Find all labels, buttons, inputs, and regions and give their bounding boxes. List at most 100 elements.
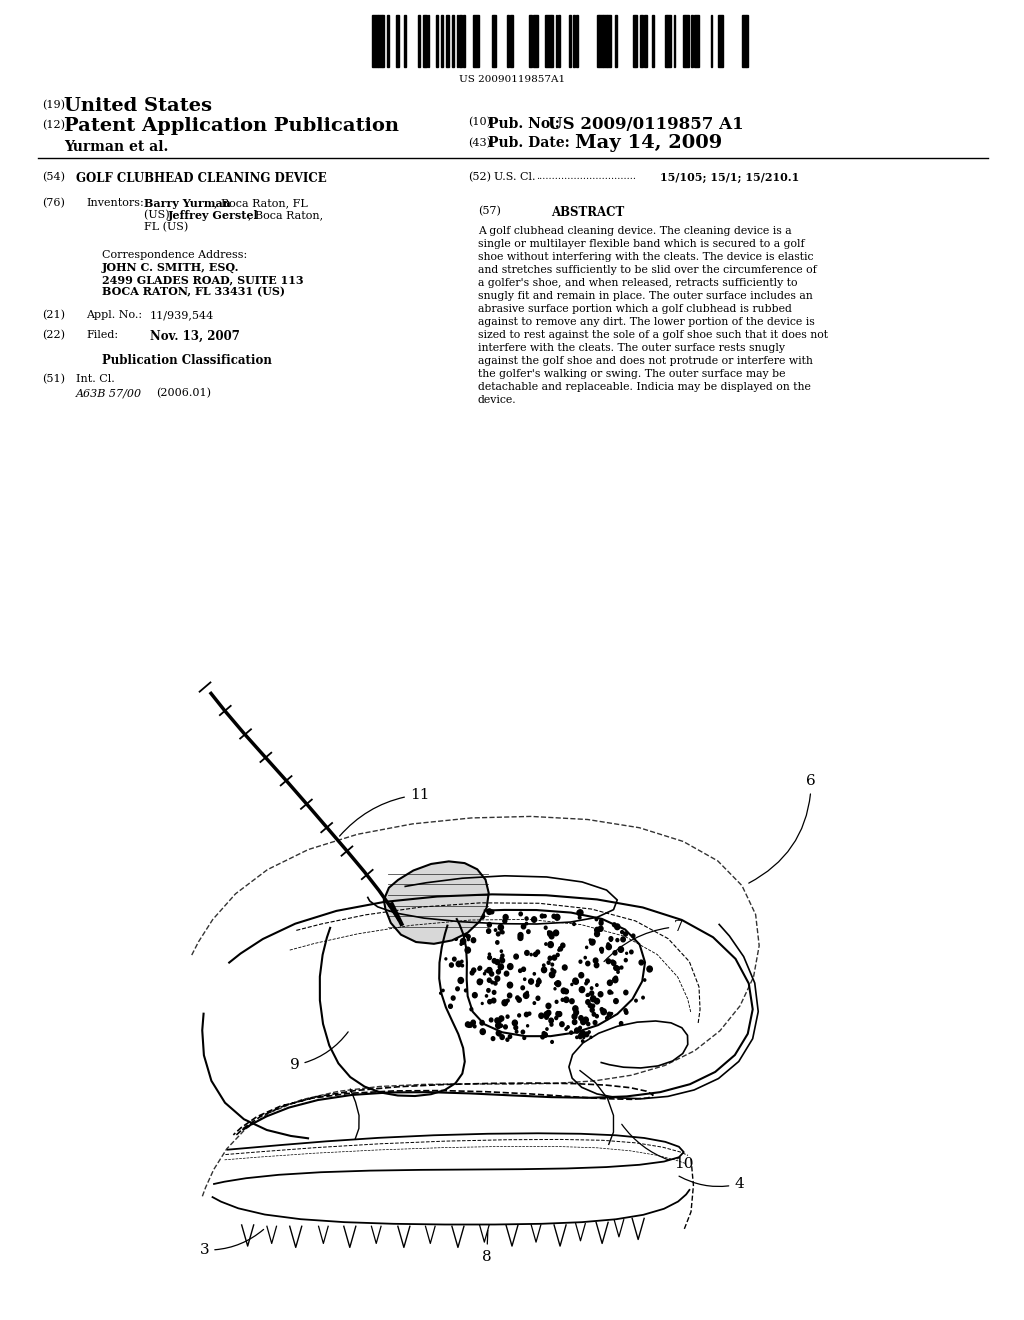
Circle shape xyxy=(496,941,499,944)
Circle shape xyxy=(528,1012,530,1015)
Circle shape xyxy=(487,956,492,960)
Text: shoe without interfering with the cleats. The device is elastic: shoe without interfering with the cleats… xyxy=(478,252,813,261)
Circle shape xyxy=(477,979,482,985)
Circle shape xyxy=(518,1014,520,1016)
Circle shape xyxy=(499,1019,502,1023)
Circle shape xyxy=(587,994,590,997)
Circle shape xyxy=(554,987,556,990)
Circle shape xyxy=(519,912,522,916)
Circle shape xyxy=(524,950,529,956)
Circle shape xyxy=(526,929,530,933)
Circle shape xyxy=(561,998,564,1002)
Bar xyxy=(395,15,399,67)
Circle shape xyxy=(595,1015,598,1018)
Circle shape xyxy=(600,1007,603,1011)
Text: Yurman et al.: Yurman et al. xyxy=(63,140,168,154)
Circle shape xyxy=(630,950,633,954)
Bar xyxy=(665,15,667,67)
Text: and stretches sufficiently to be slid over the circumference of: and stretches sufficiently to be slid ov… xyxy=(478,265,817,275)
Circle shape xyxy=(572,1014,577,1019)
Circle shape xyxy=(557,1011,562,1016)
Circle shape xyxy=(470,970,474,975)
Circle shape xyxy=(611,960,614,964)
Text: snugly fit and remain in place. The outer surface includes an: snugly fit and remain in place. The oute… xyxy=(478,290,813,301)
Bar xyxy=(403,15,406,67)
Bar xyxy=(599,15,603,67)
Circle shape xyxy=(613,950,616,956)
Circle shape xyxy=(555,915,560,920)
Text: US 2009/0119857 A1: US 2009/0119857 A1 xyxy=(548,116,743,133)
Circle shape xyxy=(573,1010,579,1015)
Circle shape xyxy=(518,932,523,939)
Circle shape xyxy=(625,1011,628,1014)
Circle shape xyxy=(457,961,461,966)
Circle shape xyxy=(445,958,446,960)
Circle shape xyxy=(545,927,547,929)
Bar xyxy=(473,15,479,67)
Circle shape xyxy=(456,987,460,991)
Circle shape xyxy=(472,993,477,998)
Text: (76): (76) xyxy=(42,198,65,209)
Circle shape xyxy=(558,946,562,950)
Circle shape xyxy=(487,968,492,973)
Circle shape xyxy=(592,1005,595,1007)
Circle shape xyxy=(590,991,594,995)
Circle shape xyxy=(581,1019,586,1024)
Circle shape xyxy=(524,1012,528,1016)
Circle shape xyxy=(472,917,476,921)
Circle shape xyxy=(580,960,582,964)
Circle shape xyxy=(579,1035,582,1039)
Text: (12): (12) xyxy=(42,120,65,131)
Circle shape xyxy=(537,979,541,983)
Circle shape xyxy=(516,995,519,999)
Circle shape xyxy=(473,1024,476,1028)
Circle shape xyxy=(489,1018,493,1022)
Circle shape xyxy=(621,931,624,933)
Circle shape xyxy=(632,935,635,937)
Circle shape xyxy=(500,1024,503,1027)
Bar xyxy=(441,15,442,67)
Circle shape xyxy=(486,989,490,993)
Circle shape xyxy=(572,978,579,983)
Bar xyxy=(597,15,599,67)
Circle shape xyxy=(487,999,492,1003)
Text: interfere with the cleats. The outer surface rests snugly: interfere with the cleats. The outer sur… xyxy=(478,343,785,352)
Circle shape xyxy=(508,993,512,998)
Circle shape xyxy=(461,960,463,962)
Circle shape xyxy=(528,979,534,985)
Circle shape xyxy=(585,1032,589,1036)
Circle shape xyxy=(515,1031,518,1034)
Text: (21): (21) xyxy=(42,310,65,321)
Circle shape xyxy=(483,973,485,975)
Bar xyxy=(633,15,635,67)
Circle shape xyxy=(465,948,470,953)
Circle shape xyxy=(585,982,588,985)
Bar xyxy=(445,15,450,67)
Circle shape xyxy=(536,950,540,954)
Circle shape xyxy=(552,915,556,919)
Text: Nov. 13, 2007: Nov. 13, 2007 xyxy=(150,330,240,343)
Circle shape xyxy=(591,987,593,990)
Circle shape xyxy=(525,923,527,925)
Bar xyxy=(694,15,699,67)
Circle shape xyxy=(481,1002,483,1005)
Circle shape xyxy=(486,929,490,933)
Circle shape xyxy=(518,969,521,973)
Circle shape xyxy=(547,961,550,965)
Circle shape xyxy=(556,1012,560,1016)
Text: (19): (19) xyxy=(42,100,65,111)
Circle shape xyxy=(467,935,470,939)
Circle shape xyxy=(488,953,490,956)
Bar xyxy=(575,15,578,67)
Circle shape xyxy=(590,1036,592,1039)
Circle shape xyxy=(616,966,620,970)
Circle shape xyxy=(526,1024,528,1027)
Circle shape xyxy=(542,1032,546,1035)
Circle shape xyxy=(521,986,524,990)
Bar xyxy=(556,15,557,67)
Circle shape xyxy=(468,1026,470,1027)
Circle shape xyxy=(534,973,536,975)
Circle shape xyxy=(572,1019,577,1024)
Circle shape xyxy=(574,1028,580,1034)
Circle shape xyxy=(460,942,462,945)
